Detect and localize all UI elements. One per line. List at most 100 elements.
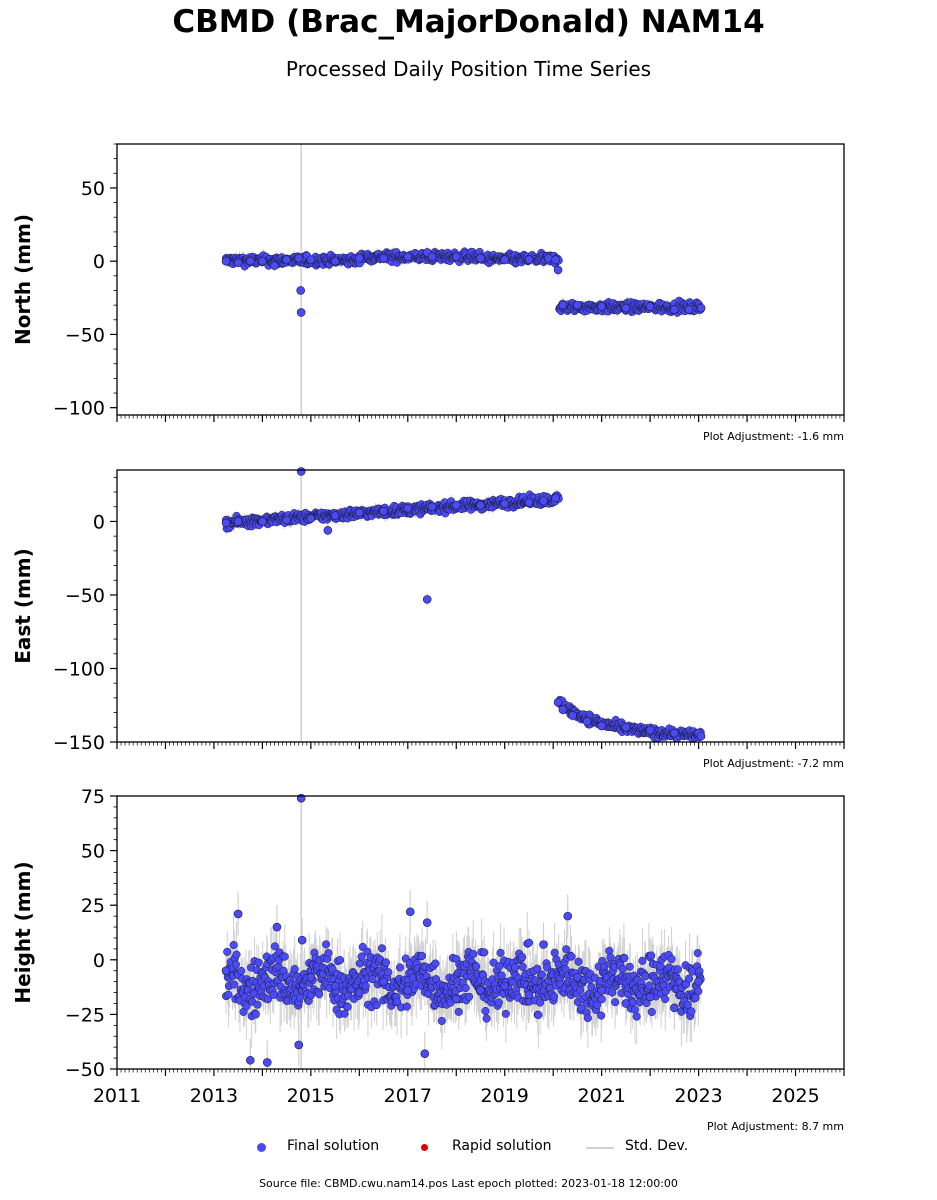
data-point (451, 500, 461, 510)
data-point (355, 253, 364, 263)
data-point (476, 500, 485, 510)
final-solution-point (550, 948, 559, 957)
final-solution-point (361, 982, 370, 991)
data-point (539, 496, 548, 506)
data-point (282, 515, 291, 525)
final-solution-point (597, 995, 606, 1004)
data-point (684, 305, 694, 314)
data-point (551, 493, 560, 503)
data-point (427, 252, 437, 262)
final-solution-point (377, 944, 386, 953)
final-solution-point (632, 1012, 641, 1021)
data-point (258, 517, 267, 526)
final-solution-point (494, 998, 503, 1007)
final-solution-point (253, 1000, 262, 1009)
data-point (597, 721, 606, 731)
chart-title: CBMD (Brac_MajorDonald) NAM14 (172, 4, 765, 40)
final-solution-point (537, 970, 546, 979)
final-solution-point (480, 948, 489, 957)
final-solution-point (368, 975, 377, 984)
final-solution-point (280, 952, 289, 961)
final-solution-point (656, 962, 665, 971)
final-solution-point (481, 1006, 490, 1016)
final-solution-point (232, 950, 241, 959)
final-solution-point (630, 1005, 639, 1014)
data-point (451, 252, 461, 262)
final-solution-point (533, 964, 542, 973)
point-layer (221, 247, 706, 1067)
final-solution-point (402, 1002, 411, 1011)
final-solution-point (357, 952, 366, 961)
final-solution-point (647, 1007, 656, 1017)
final-solution-point (647, 951, 656, 960)
data-point (403, 503, 413, 513)
final-solution-point (237, 966, 246, 975)
data-point (270, 261, 279, 270)
data-point (544, 253, 553, 263)
final-solution-point (335, 956, 345, 965)
final-solution-point (536, 998, 545, 1007)
final-solution-point (230, 980, 239, 989)
chart-subtitle: Processed Daily Position Time Series (285, 57, 652, 81)
final-solution-point (611, 998, 620, 1007)
final-solution-point (461, 984, 470, 993)
data-point (221, 256, 231, 266)
data-point (422, 595, 432, 604)
data-point (427, 502, 437, 512)
data-point (696, 303, 706, 313)
final-solution-point (437, 1016, 446, 1025)
final-solution-point (620, 954, 629, 963)
final-solution-point (254, 958, 263, 967)
final-solution-point (431, 959, 440, 968)
final-solution-point (395, 963, 404, 972)
data-point (582, 717, 592, 726)
data-point (379, 253, 388, 263)
data-point (551, 255, 560, 265)
data-point (553, 265, 563, 275)
final-solution-point (661, 994, 670, 1004)
data-point (670, 305, 679, 314)
data-point (696, 731, 706, 741)
final-solution-point (263, 995, 272, 1004)
final-solution-point (496, 948, 505, 957)
final-solution-point (465, 992, 474, 1001)
final-solution-point (587, 982, 596, 992)
final-solution-point (641, 972, 650, 981)
final-solution-point (384, 968, 393, 977)
final-solution-point (224, 990, 233, 999)
final-solution-point (525, 938, 534, 947)
final-solution-point (501, 1009, 510, 1018)
data-point (558, 300, 568, 310)
final-solution-point (469, 949, 478, 959)
final-solution-point (251, 1010, 260, 1019)
final-solution-point (324, 948, 333, 958)
final-solution-point (372, 1001, 381, 1010)
data-point (476, 253, 485, 263)
final-solution-point (645, 981, 654, 990)
data-point (233, 258, 243, 267)
final-solution-point (638, 956, 647, 965)
final-solution-point (417, 951, 427, 960)
data-point (568, 711, 577, 720)
final-solution-point (340, 1009, 349, 1018)
final-solution-point (518, 962, 527, 971)
data-point (306, 255, 316, 265)
data-point (621, 722, 631, 732)
final-solution-point (574, 957, 583, 966)
data-point (379, 506, 388, 516)
final-solution-point (550, 992, 559, 1001)
data-point (645, 302, 655, 311)
data-point (645, 725, 655, 735)
final-solution-point (270, 942, 279, 951)
data-point (597, 302, 606, 311)
data-point (573, 300, 582, 310)
data-point (553, 698, 563, 707)
final-solution-point (593, 1000, 602, 1009)
data-point (296, 308, 306, 317)
data-point (323, 525, 333, 535)
data-point (558, 705, 568, 714)
data-point (306, 514, 316, 523)
final-solution-point (343, 1002, 352, 1011)
data-point (221, 518, 231, 528)
